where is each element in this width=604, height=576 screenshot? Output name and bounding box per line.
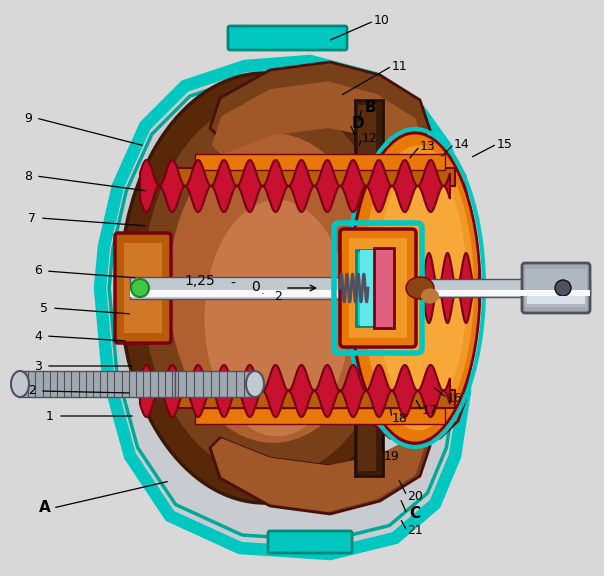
- Ellipse shape: [246, 371, 264, 397]
- Ellipse shape: [143, 99, 397, 477]
- Ellipse shape: [11, 371, 29, 397]
- FancyBboxPatch shape: [268, 531, 352, 553]
- Text: 5: 5: [40, 301, 48, 314]
- Text: B: B: [364, 100, 376, 116]
- Text: 16: 16: [447, 392, 463, 404]
- Ellipse shape: [120, 73, 410, 503]
- Polygon shape: [140, 365, 450, 417]
- Bar: [18, 371, 175, 397]
- Text: 15: 15: [497, 138, 513, 150]
- Circle shape: [131, 279, 149, 297]
- Bar: [374, 248, 394, 328]
- Text: 18: 18: [392, 411, 408, 425]
- Text: 12: 12: [362, 131, 378, 145]
- Polygon shape: [211, 436, 425, 512]
- Text: 20: 20: [407, 490, 423, 502]
- Text: 13: 13: [420, 139, 436, 153]
- Bar: [360, 250, 374, 326]
- Ellipse shape: [350, 133, 480, 443]
- Text: 14: 14: [454, 138, 470, 150]
- Bar: [175, 168, 455, 186]
- Ellipse shape: [362, 146, 474, 430]
- Bar: [525, 269, 587, 307]
- Polygon shape: [100, 61, 470, 554]
- Text: C: C: [410, 506, 420, 521]
- Text: 4: 4: [34, 329, 42, 343]
- Polygon shape: [140, 160, 450, 212]
- Bar: [124, 243, 162, 333]
- Bar: [130, 277, 390, 299]
- FancyBboxPatch shape: [115, 233, 171, 343]
- Polygon shape: [210, 62, 430, 140]
- Text: A: A: [39, 501, 51, 516]
- Text: 2: 2: [28, 385, 36, 397]
- Ellipse shape: [169, 133, 378, 443]
- Text: 10: 10: [374, 14, 390, 28]
- Bar: [195, 408, 445, 424]
- Text: 1: 1: [46, 410, 54, 423]
- Bar: [356, 250, 388, 326]
- Bar: [349, 238, 407, 338]
- Bar: [195, 154, 445, 170]
- FancyBboxPatch shape: [228, 26, 347, 50]
- Text: 21: 21: [407, 525, 423, 537]
- Ellipse shape: [377, 161, 467, 415]
- Text: 8: 8: [24, 169, 32, 183]
- Text: D: D: [352, 116, 364, 131]
- Text: 0: 0: [251, 280, 259, 294]
- Polygon shape: [211, 81, 425, 157]
- Text: 19: 19: [384, 449, 400, 463]
- Bar: [175, 390, 455, 408]
- Text: 9: 9: [24, 112, 32, 124]
- Bar: [130, 290, 390, 297]
- Bar: [355, 100, 383, 476]
- Text: 7: 7: [28, 211, 36, 225]
- Text: -: -: [231, 277, 236, 291]
- Bar: [390, 279, 590, 297]
- Bar: [358, 105, 376, 471]
- Text: 2: 2: [274, 290, 282, 302]
- Text: .: .: [261, 286, 265, 296]
- FancyBboxPatch shape: [340, 229, 416, 347]
- Text: 1,25: 1,25: [184, 274, 215, 288]
- Bar: [527, 296, 585, 304]
- Text: 6: 6: [34, 264, 42, 278]
- Ellipse shape: [421, 289, 439, 304]
- Ellipse shape: [205, 200, 350, 436]
- Text: 17: 17: [422, 404, 438, 418]
- Polygon shape: [210, 436, 430, 514]
- Bar: [175, 371, 255, 397]
- FancyBboxPatch shape: [522, 263, 590, 313]
- Polygon shape: [356, 150, 464, 438]
- Ellipse shape: [555, 280, 571, 296]
- Text: 3: 3: [34, 359, 42, 373]
- Text: 11: 11: [392, 59, 408, 73]
- Polygon shape: [350, 253, 480, 323]
- Polygon shape: [356, 144, 468, 444]
- Ellipse shape: [406, 277, 434, 299]
- Bar: [390, 290, 590, 296]
